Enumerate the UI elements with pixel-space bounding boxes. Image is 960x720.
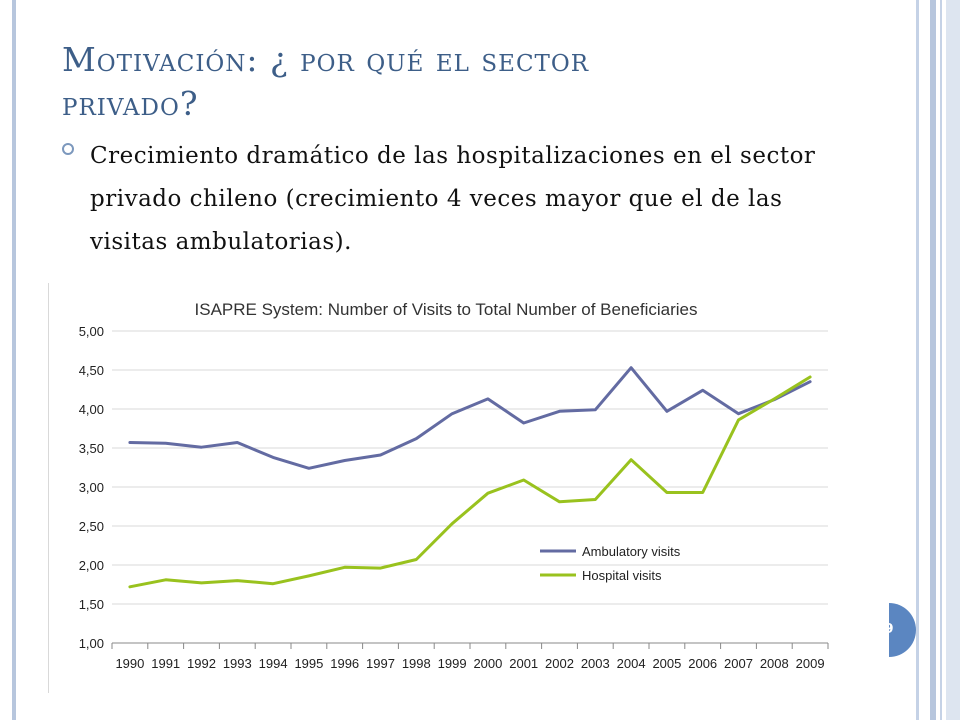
page-number-badge: 9 xyxy=(854,603,916,657)
x-tick-label: 2006 xyxy=(688,656,717,671)
y-tick-label: 4,00 xyxy=(79,402,104,417)
x-tick-label: 1992 xyxy=(187,656,216,671)
y-tick-label: 1,50 xyxy=(79,597,104,612)
x-tick-label: 2008 xyxy=(760,656,789,671)
x-tick-label: 1994 xyxy=(259,656,288,671)
y-tick-label: 3,00 xyxy=(79,480,104,495)
x-tick-label: 1991 xyxy=(151,656,180,671)
legend-label: Ambulatory visits xyxy=(582,544,681,559)
x-tick-label: 2005 xyxy=(652,656,681,671)
right-decorative-stripes xyxy=(916,0,960,720)
slide-title-line-1: Motivación: ¿ por qué el sector xyxy=(62,40,590,79)
x-tick-label: 1995 xyxy=(294,656,323,671)
x-tick-label: 2003 xyxy=(581,656,610,671)
x-tick-label: 2007 xyxy=(724,656,753,671)
chart-left-border xyxy=(48,283,49,693)
bullet-circle-icon xyxy=(62,143,74,155)
series-line-hospital xyxy=(128,375,812,589)
x-tick-label: 1999 xyxy=(438,656,467,671)
bullet-text: Crecimiento dramático de las hospitaliza… xyxy=(90,143,816,255)
x-tick-label: 2004 xyxy=(617,656,646,671)
y-tick-label: 1,00 xyxy=(79,636,104,651)
x-tick-label: 1996 xyxy=(330,656,359,671)
x-tick-label: 2002 xyxy=(545,656,574,671)
chart-title: ISAPRE System: Number of Visits to Total… xyxy=(195,300,698,319)
legend-label: Hospital visits xyxy=(582,568,662,583)
page-number: 9 xyxy=(884,622,894,637)
x-tick-label: 2000 xyxy=(473,656,502,671)
line-chart: ISAPRE System: Number of Visits to Total… xyxy=(79,300,829,671)
y-tick-label: 2,00 xyxy=(79,558,104,573)
y-tick-label: 5,00 xyxy=(79,324,104,339)
y-tick-label: 3,50 xyxy=(79,441,104,456)
x-tick-label: 2001 xyxy=(509,656,538,671)
x-tick-label: 1993 xyxy=(223,656,252,671)
y-tick-label: 4,50 xyxy=(79,363,104,378)
x-tick-label: 1998 xyxy=(402,656,431,671)
series-line-ambulatory xyxy=(128,366,812,470)
x-tick-label: 2009 xyxy=(796,656,825,671)
slide-title-line-2: privado? xyxy=(62,84,199,123)
left-decorative-rule xyxy=(12,0,16,720)
x-tick-label: 1997 xyxy=(366,656,395,671)
slide-title: Motivación: ¿ por qué el sector privado? xyxy=(62,38,882,126)
y-tick-label: 2,50 xyxy=(79,519,104,534)
x-tick-label: 1990 xyxy=(115,656,144,671)
